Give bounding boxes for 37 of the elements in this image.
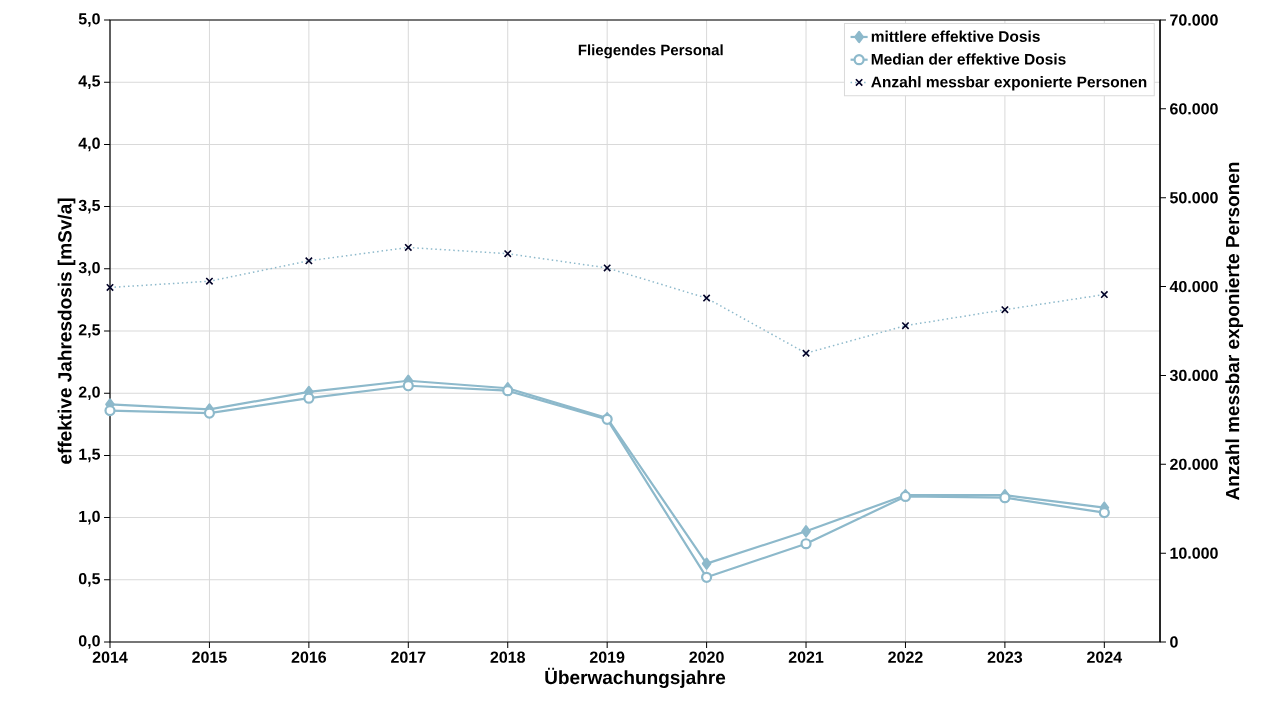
y-tick-label: 0,0: [78, 635, 100, 649]
y-tick-label: 2,5: [78, 324, 101, 338]
y2-tick-label: 20.000: [1170, 458, 1218, 470]
x-axis-title: Überwachungsjahre: [545, 667, 726, 689]
y-tick-label: 0,5: [78, 572, 101, 587]
x-tick-label: 2014: [92, 651, 128, 663]
x-tick-label: 2022: [888, 651, 923, 663]
y2-axis-title: Anzahl messbar exponierte Personen: [1225, 162, 1244, 500]
text: Fliegendes Personal: [578, 44, 723, 59]
x-tick-label: 2021: [788, 651, 824, 663]
x-tick-label: 2019: [589, 651, 625, 663]
x-tick-label: 2018: [490, 651, 526, 663]
x-tick-label: 2016: [291, 651, 327, 663]
x-tick-label: 2024: [1087, 651, 1123, 663]
y2-tick-label: 70.000: [1170, 14, 1218, 26]
y-tick-label: 4,0: [78, 137, 100, 152]
y2-tick-label: 0: [1170, 636, 1178, 648]
y-tick-label: 1,0: [79, 510, 100, 525]
y-tick-label: 3,0: [78, 261, 100, 276]
legend-label: Median der effektive Dosis: [871, 53, 1066, 65]
x-tick-label: 2017: [391, 651, 426, 663]
legend-label: Anzahl messbar exponierte Personen: [871, 76, 1147, 91]
y-tick-label: 3,5: [78, 199, 101, 214]
y-tick-label: 5,0: [78, 13, 100, 27]
y2-tick-label: 60.000: [1170, 103, 1218, 115]
legend-label: mittlere effektive Dosis: [871, 30, 1040, 42]
x-tick-label: 2023: [987, 651, 1023, 663]
y2-tick-label: 50.000: [1169, 192, 1218, 204]
y2-tick-label: 40.000: [1169, 280, 1218, 293]
y-tick-label: 1,5: [79, 448, 101, 463]
x-tick-label: 2020: [689, 651, 724, 663]
y-tick-label: 2,0: [78, 386, 100, 401]
y2-tick-label: 10.000: [1170, 547, 1218, 559]
y-axis-title: effektive Jahresdosis [mSv/a]: [57, 198, 76, 464]
y2-tick-label: 30.000: [1169, 369, 1218, 382]
y-tick-label: 4,5: [78, 75, 101, 89]
x-tick-label: 2015: [192, 651, 227, 663]
